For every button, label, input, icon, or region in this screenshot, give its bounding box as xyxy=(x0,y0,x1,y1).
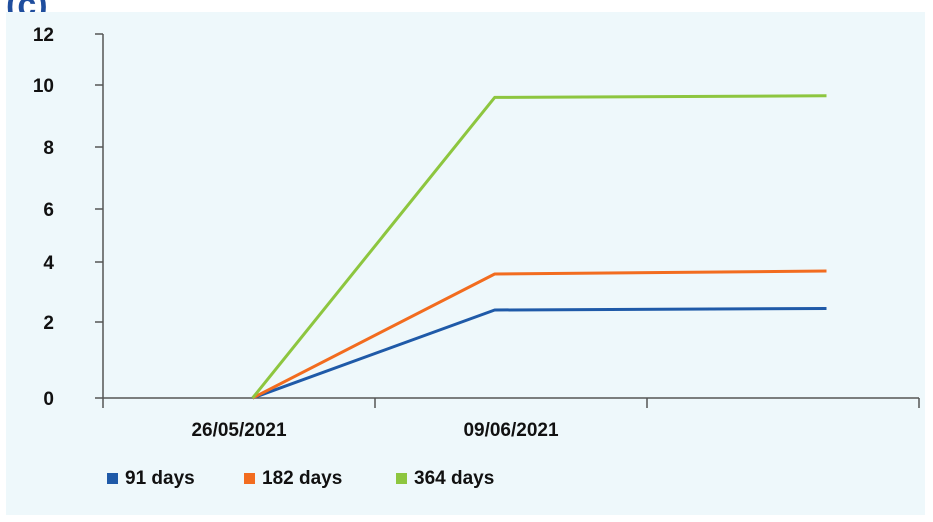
line-chart: 0 2 4 6 8 10 12 26/05/2021 09/06/2021 91 days 182 … xyxy=(33,25,920,489)
series-line-364-days xyxy=(251,94,827,399)
legend-swatch-182-days xyxy=(244,473,255,484)
legend-swatch-91-days xyxy=(107,473,118,484)
series-line-182-days xyxy=(251,269,827,400)
y-tick-label: 2 xyxy=(43,313,54,334)
x-tick-label: 26/05/2021 xyxy=(191,420,287,441)
legend-label-182-days: 182 days xyxy=(262,468,342,489)
y-tick-label: 0 xyxy=(43,389,54,410)
y-tick-label: 6 xyxy=(43,200,54,221)
legend-label-364-days: 364 days xyxy=(414,468,494,489)
chart-panel: 0 2 4 6 8 10 12 26/05/2021 09/06/2021 91 days 182 … xyxy=(6,12,925,515)
y-tick-label: 4 xyxy=(43,253,54,274)
y-tick-label: 10 xyxy=(33,76,54,97)
legend-label-91-days: 91 days xyxy=(125,468,195,489)
y-tick-label: 12 xyxy=(33,25,54,46)
series-line-91-days xyxy=(252,307,827,400)
legend-swatch-364-days xyxy=(396,473,407,484)
x-tick-label: 09/06/2021 xyxy=(463,420,559,441)
y-tick-label: 8 xyxy=(43,138,54,159)
